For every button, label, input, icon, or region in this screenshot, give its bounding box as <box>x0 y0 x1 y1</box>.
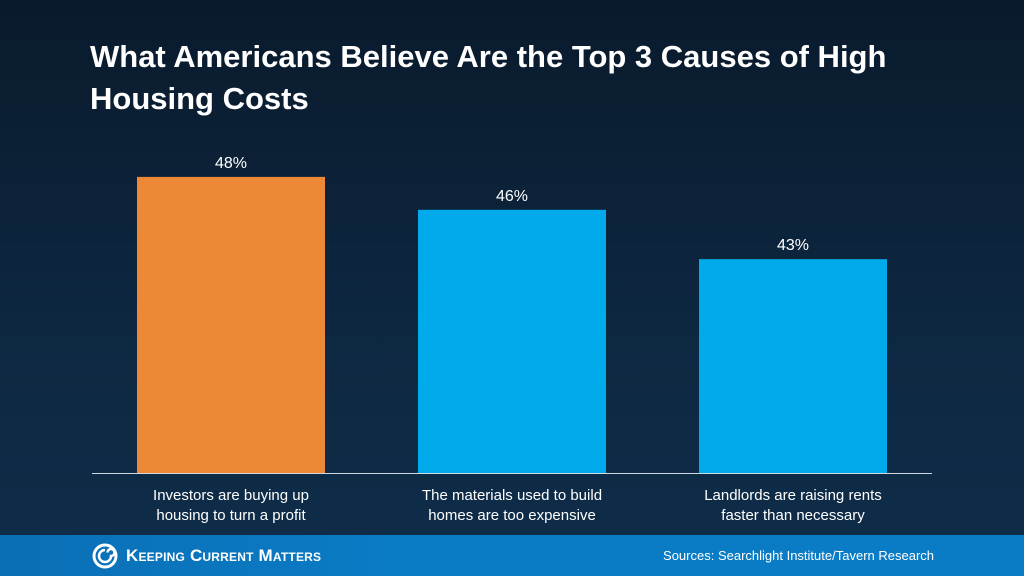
category-label: faster than necessary <box>721 507 865 524</box>
category-label: Investors are buying up <box>153 487 309 504</box>
source-note: Sources: Searchlight Institute/Tavern Re… <box>663 548 934 563</box>
category-label: homes are too expensive <box>428 507 596 524</box>
bar <box>699 259 887 473</box>
data-label: 43% <box>777 237 809 254</box>
data-label: 46% <box>496 188 528 205</box>
swirl-logo-icon <box>92 543 118 569</box>
brand-logo: Keeping Current Matters <box>92 543 321 569</box>
bar <box>137 176 325 473</box>
data-label: 48% <box>215 155 247 172</box>
category-label: housing to turn a profit <box>156 507 306 524</box>
category-label: The materials used to build <box>422 487 602 504</box>
bar <box>418 209 606 474</box>
brand-name: Keeping Current Matters <box>126 546 322 565</box>
footer: Keeping Current Matters Sources: Searchl… <box>0 535 1024 576</box>
category-label: Landlords are raising rents <box>704 487 882 504</box>
chart-title: What Americans Believe Are the Top 3 Cau… <box>90 39 887 116</box>
bar-chart: 48% Investors are buying up housing to tur… <box>92 155 932 524</box>
